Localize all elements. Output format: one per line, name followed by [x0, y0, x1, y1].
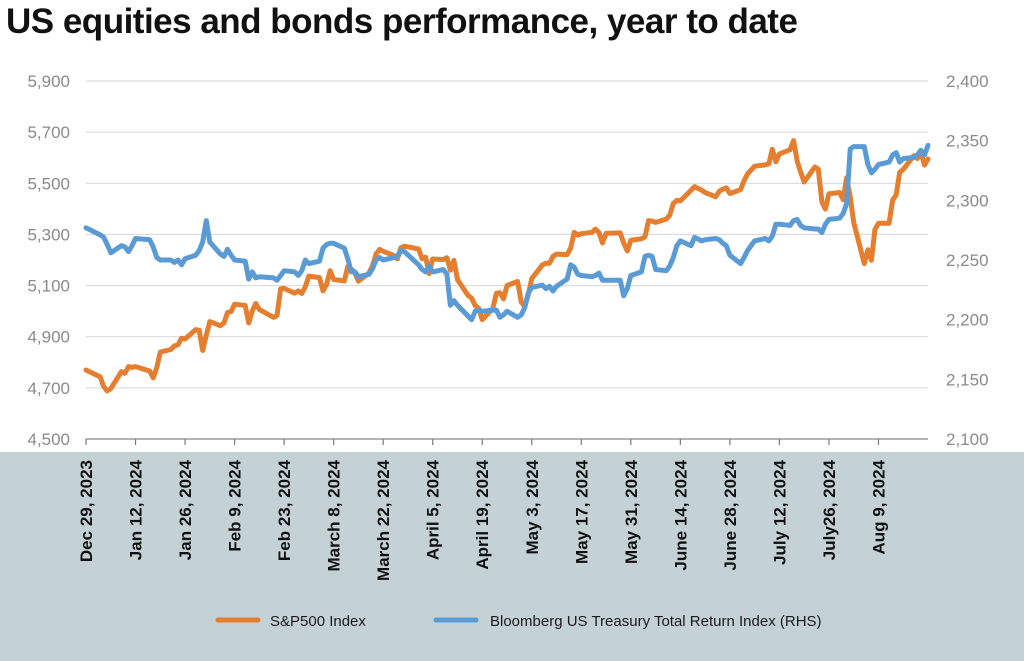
x-axis-labels: Dec 29, 2023 Jan 12, 2024 Jan 26, 2024 Feb …	[77, 459, 889, 581]
left-y-axis: 4,500 4,700 4,900 5,100 5,300 5,500 5,700 5,900	[27, 72, 70, 449]
x-tick-label: July 12, 2024	[770, 459, 789, 564]
right-y-tick-label: 2,100	[946, 430, 989, 449]
series-lines	[83, 138, 931, 394]
x-tick-label: May 3, 2024	[523, 459, 542, 554]
right-y-tick-label: 2,300	[946, 191, 989, 210]
right-y-tick-label: 2,150	[946, 370, 989, 389]
legend: S&P500 Index Bloomberg US Treasury Total …	[215, 613, 822, 630]
x-tick-label: March 22, 2024	[374, 459, 393, 581]
left-y-tick-label: 5,700	[27, 123, 70, 142]
right-y-tick-label: 2,250	[946, 251, 989, 270]
chart-title: US equities and bonds performance, year …	[6, 2, 798, 41]
x-tick-label: Dec 29, 2023	[77, 460, 96, 562]
x-tick-label: Jan 26, 2024	[176, 459, 195, 560]
treasury-index-line	[83, 142, 931, 323]
x-tick-label: April 5, 2024	[424, 459, 443, 560]
x-tick-label: March 8, 2024	[325, 459, 344, 571]
right-y-axis: 2,100 2,150 2,200 2,250 2,300 2,350 2,400	[946, 72, 989, 449]
gridlines	[86, 80, 928, 440]
left-y-tick-label: 5,900	[27, 72, 70, 91]
legend-label-sp500: S&P500 Index	[270, 613, 366, 630]
x-tick-label: June 14, 2024	[671, 459, 690, 570]
left-y-tick-label: 5,300	[27, 225, 70, 244]
x-axis-band	[0, 452, 1024, 661]
right-y-tick-label: 2,200	[946, 311, 989, 330]
left-y-tick-label: 4,500	[27, 430, 70, 449]
x-tick-label: May 17, 2024	[572, 459, 591, 564]
sp500-line	[83, 138, 931, 394]
x-tick-label: May 31, 2024	[622, 459, 641, 564]
left-y-tick-label: 5,100	[27, 277, 70, 296]
x-tick-label: April 19, 2024	[473, 459, 492, 569]
right-y-tick-label: 2,350	[946, 132, 989, 151]
legend-label-treasury: Bloomberg US Treasury Total Return Index…	[490, 613, 822, 630]
x-axis-ticks	[85, 439, 880, 445]
x-tick-label: Feb 9, 2024	[226, 459, 245, 551]
x-tick-label: June 28, 2024	[721, 459, 740, 570]
x-tick-label: Jan 12, 2024	[127, 459, 146, 560]
x-tick-label: Feb 23, 2024	[275, 459, 294, 561]
left-y-tick-label: 5,500	[27, 174, 70, 193]
right-y-tick-label: 2,400	[946, 72, 989, 91]
x-tick-label: Aug 9, 2024	[870, 459, 889, 554]
x-tick-label: July26, 2024	[820, 459, 839, 560]
left-y-tick-label: 4,900	[27, 328, 70, 347]
left-y-tick-label: 4,700	[27, 379, 70, 398]
